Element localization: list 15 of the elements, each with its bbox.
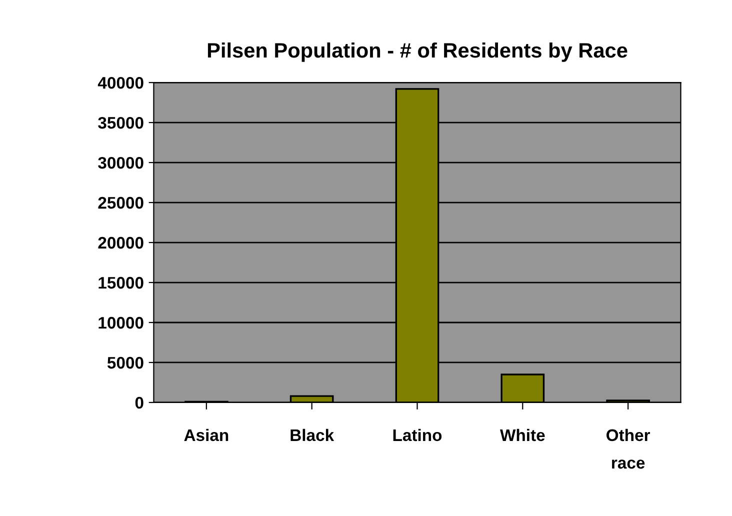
chart-title: Pilsen Population - # of Residents by Race: [208, 42, 628, 62]
y-tick-label: 5000: [107, 356, 144, 369]
y-tick-label: 0: [135, 396, 144, 409]
y-tick-label: 25000: [98, 196, 144, 209]
y-tick-label: 10000: [98, 316, 144, 329]
x-tick-label: Black: [290, 428, 334, 442]
x-tick-label: White: [500, 428, 545, 442]
y-tick-label: 35000: [98, 116, 144, 129]
x-tick-label: Other race: [606, 428, 650, 469]
x-tick-label: Asian: [184, 428, 228, 442]
y-tick-label: 30000: [98, 156, 144, 169]
y-tick-label: 15000: [98, 276, 144, 289]
y-tick-label: 40000: [98, 76, 144, 89]
y-tick-label: 20000: [98, 236, 144, 249]
x-tick-label: Latino: [393, 428, 442, 442]
